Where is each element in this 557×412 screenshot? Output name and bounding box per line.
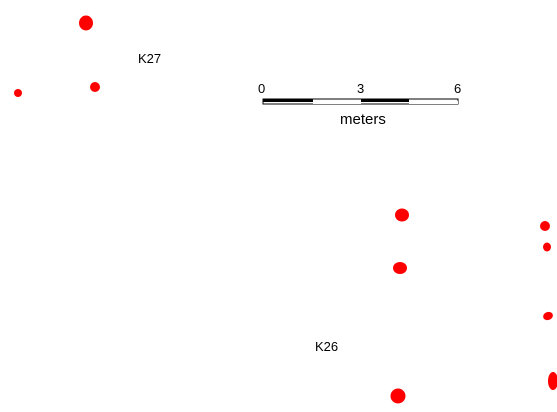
scale-bar-segment [313, 101, 361, 104]
scale-tick-label: 3 [357, 81, 364, 96]
feature-point [395, 208, 409, 222]
feature-point [79, 15, 93, 31]
feature-point [548, 372, 557, 390]
scale-bar-segment [409, 101, 458, 104]
feature-point [540, 221, 550, 231]
feature-point [90, 82, 100, 92]
grid-label-k27: K27 [138, 51, 161, 66]
grid-label-k26: K26 [315, 339, 338, 354]
scale-tick-label: 0 [258, 81, 265, 96]
scale-bar: 0 3 6 meters [258, 81, 461, 128]
feature-point [14, 89, 22, 97]
feature-point [543, 311, 553, 321]
scale-unit-label: meters [340, 111, 386, 128]
scale-bar-segment [263, 99, 313, 102]
feature-point [390, 388, 406, 404]
feature-point [543, 242, 551, 252]
scale-tick-label: 6 [454, 81, 461, 96]
point-features [14, 15, 557, 404]
feature-point [393, 262, 407, 274]
scale-bar-segment [361, 99, 409, 102]
